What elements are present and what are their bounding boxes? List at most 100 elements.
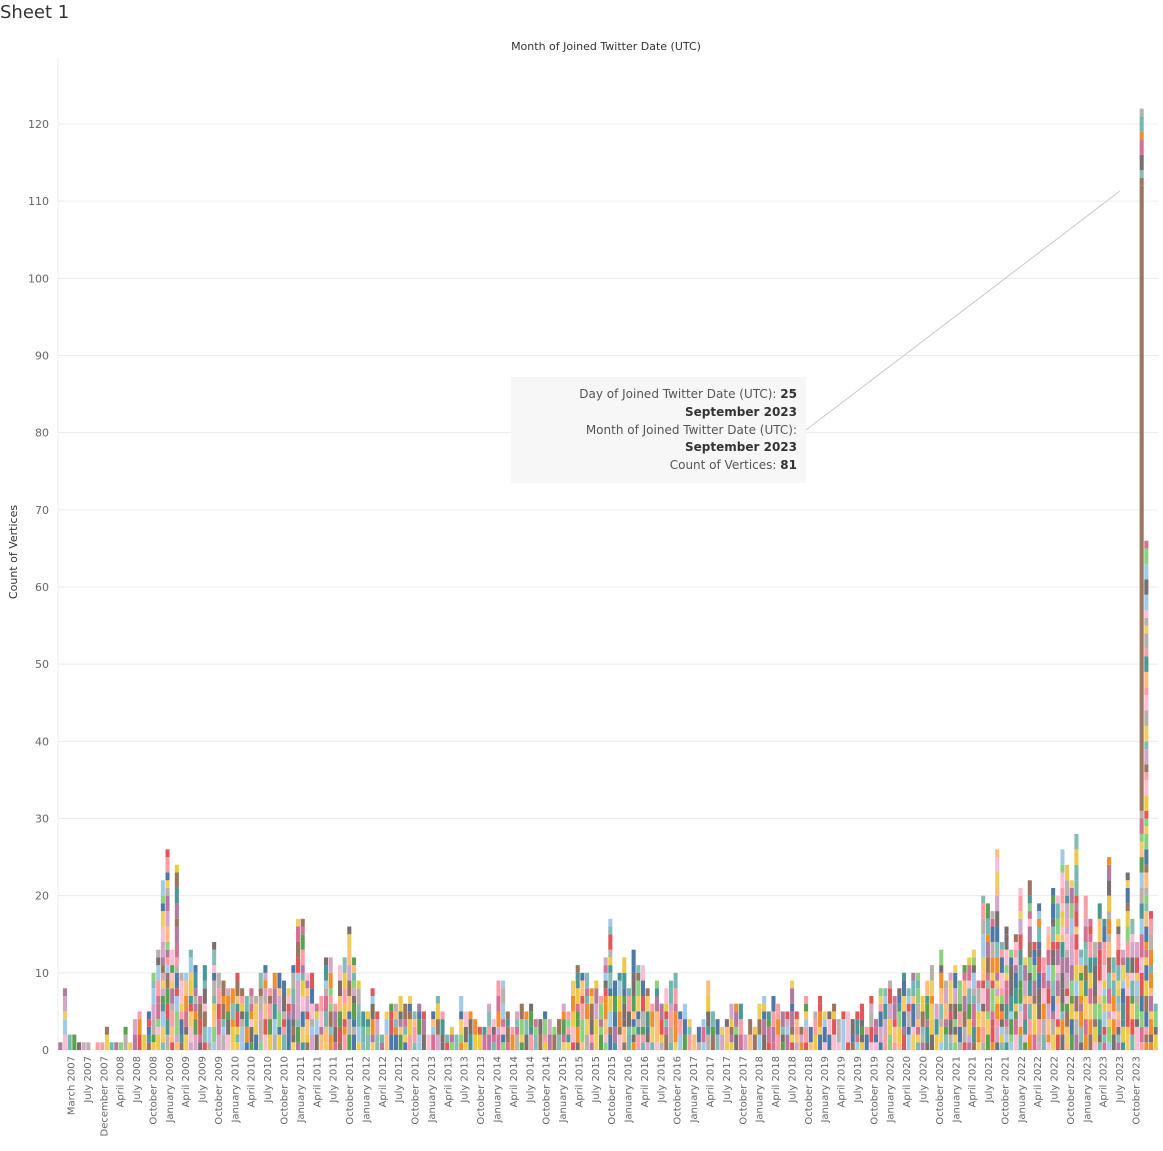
bar[interactable]: [799, 1026, 804, 1050]
bar[interactable]: [547, 1019, 552, 1050]
bar[interactable]: [184, 972, 189, 1050]
bar[interactable]: [244, 995, 249, 1050]
bar[interactable]: [859, 1003, 865, 1050]
bar[interactable]: [1032, 941, 1037, 1050]
bar[interactable]: [981, 895, 986, 1050]
bar[interactable]: [543, 1011, 548, 1050]
bar[interactable]: [939, 949, 944, 1050]
bar[interactable]: [137, 1011, 142, 1050]
bar[interactable]: [995, 849, 1000, 1050]
bar[interactable]: [347, 926, 352, 1050]
bar[interactable]: [1013, 934, 1018, 1050]
bar[interactable]: [268, 988, 273, 1050]
bar[interactable]: [622, 957, 627, 1050]
bar[interactable]: [1004, 926, 1009, 1050]
bar[interactable]: [771, 995, 776, 1050]
bar[interactable]: [72, 1034, 77, 1050]
bar[interactable]: [291, 965, 296, 1050]
bar[interactable]: [878, 988, 883, 1050]
bar[interactable]: [967, 957, 972, 1050]
bar[interactable]: [62, 988, 68, 1050]
bar[interactable]: [1065, 864, 1070, 1050]
bar[interactable]: [477, 1026, 482, 1050]
bar[interactable]: [1018, 887, 1023, 1050]
bar[interactable]: [836, 1019, 841, 1050]
bar[interactable]: [659, 1003, 664, 1050]
bar[interactable]: [1083, 895, 1088, 1050]
bar[interactable]: [524, 1011, 529, 1050]
bar[interactable]: [300, 918, 305, 1050]
bar[interactable]: [673, 972, 678, 1050]
bar[interactable]: [114, 1042, 119, 1050]
bar[interactable]: [738, 1003, 743, 1050]
bar[interactable]: [692, 1034, 697, 1050]
bar[interactable]: [1055, 895, 1060, 1050]
bar[interactable]: [337, 965, 343, 1050]
bar[interactable]: [1134, 941, 1140, 1050]
bar[interactable]: [1046, 926, 1051, 1050]
bar[interactable]: [818, 995, 823, 1050]
bar[interactable]: [715, 1019, 720, 1050]
bar[interactable]: [906, 988, 911, 1050]
bar[interactable]: [421, 1011, 426, 1050]
bar[interactable]: [463, 1011, 468, 1050]
bar[interactable]: [1107, 857, 1112, 1050]
bar[interactable]: [776, 1003, 781, 1050]
bar[interactable]: [365, 1011, 370, 1050]
bar[interactable]: [1116, 918, 1121, 1050]
bar[interactable]: [1009, 949, 1014, 1050]
bar[interactable]: [1093, 941, 1098, 1050]
bar[interactable]: [132, 1019, 137, 1050]
bar[interactable]: [901, 972, 907, 1050]
bar[interactable]: [216, 972, 221, 1050]
bar[interactable]: [319, 995, 324, 1050]
bar[interactable]: [235, 972, 240, 1050]
bar[interactable]: [412, 1011, 417, 1050]
bar[interactable]: [230, 988, 235, 1050]
bar[interactable]: [962, 965, 967, 1050]
bar[interactable]: [375, 1011, 380, 1050]
bar[interactable]: [626, 988, 632, 1050]
bar[interactable]: [482, 1026, 487, 1050]
bar[interactable]: [976, 980, 981, 1050]
bar[interactable]: [328, 957, 333, 1050]
bar[interactable]: [589, 988, 594, 1050]
bar[interactable]: [1041, 957, 1046, 1050]
bar[interactable]: [710, 1011, 715, 1050]
bar[interactable]: [351, 957, 357, 1050]
bar[interactable]: [645, 988, 650, 1050]
bar[interactable]: [407, 995, 412, 1050]
bar[interactable]: [687, 1019, 692, 1050]
bar[interactable]: [617, 972, 622, 1050]
bar[interactable]: [491, 1019, 496, 1050]
bar[interactable]: [612, 980, 618, 1050]
bar[interactable]: [435, 995, 440, 1050]
bar[interactable]: [752, 1026, 757, 1050]
bar[interactable]: [985, 903, 990, 1050]
bar[interactable]: [827, 1011, 832, 1050]
bar[interactable]: [58, 1042, 63, 1050]
bar[interactable]: [151, 972, 156, 1050]
bar[interactable]: [1037, 903, 1042, 1050]
bar[interactable]: [454, 1034, 459, 1050]
bar[interactable]: [263, 965, 268, 1050]
bar[interactable]: [277, 972, 282, 1050]
bar[interactable]: [892, 995, 897, 1050]
bar[interactable]: [379, 1034, 384, 1050]
bar[interactable]: [603, 957, 608, 1050]
bar[interactable]: [897, 988, 902, 1050]
bar[interactable]: [188, 949, 193, 1050]
bar[interactable]: [1102, 918, 1107, 1050]
bar[interactable]: [953, 965, 958, 1050]
bar[interactable]: [608, 918, 613, 1050]
bar[interactable]: [440, 1011, 445, 1050]
bar[interactable]: [855, 1011, 860, 1050]
bar[interactable]: [165, 849, 170, 1050]
bar[interactable]: [566, 1011, 571, 1050]
bar[interactable]: [636, 965, 641, 1050]
bar[interactable]: [417, 1003, 422, 1050]
bar[interactable]: [104, 1026, 109, 1050]
bar[interactable]: [356, 980, 361, 1050]
bar[interactable]: [449, 1026, 454, 1050]
bar[interactable]: [473, 1019, 478, 1050]
